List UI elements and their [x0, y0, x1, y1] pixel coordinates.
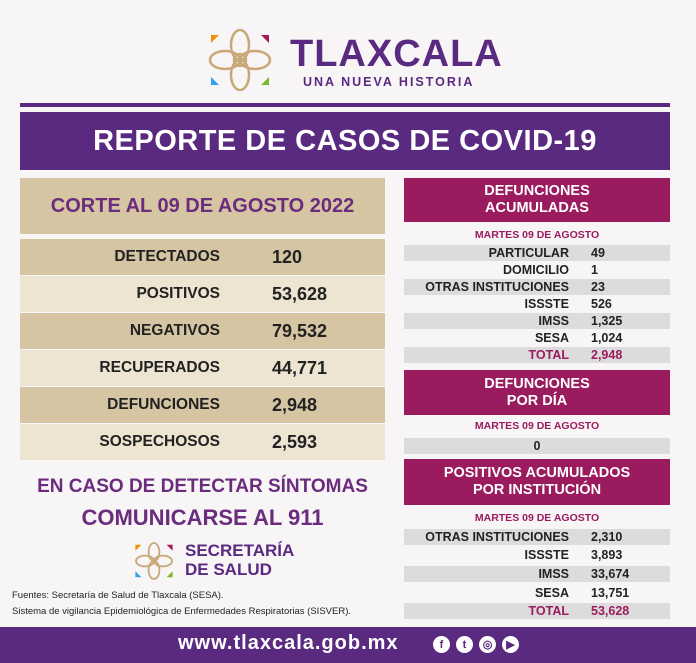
row-value: 13,751	[591, 586, 630, 600]
row-value: 44,771	[272, 357, 328, 378]
brand-name: TLAXCALA	[290, 33, 503, 75]
row-value: 526	[591, 297, 612, 311]
header-line: DEFUNCIONES	[484, 183, 590, 199]
row-label: DOMICILIO	[503, 263, 569, 277]
date-label: MARTES 09 DE AGOSTO	[474, 420, 600, 432]
row-value: 2,593	[272, 431, 318, 452]
table-row: PARTICULAR 49	[404, 245, 670, 261]
date-label: MARTES 09 DE AGOSTO	[474, 512, 600, 524]
summary-row: DEFUNCIONES 2,948	[20, 387, 385, 423]
instagram-icon[interactable]: ◎	[479, 636, 496, 653]
total-row: TOTAL 2,948	[404, 347, 670, 363]
row-value: 0	[533, 439, 541, 453]
table-row: IMSS 1,325	[404, 313, 670, 329]
table-row: SESA 1,024	[404, 330, 670, 346]
row-value: 3,893	[591, 548, 623, 562]
row-value: 49	[591, 246, 605, 260]
row-label: POSITIVOS	[136, 285, 220, 302]
row-label: IMSS	[538, 314, 569, 328]
row-label: OTRAS INSTITUCIONES	[425, 530, 569, 544]
date-label: MARTES 09 DE AGOSTO	[474, 229, 600, 241]
table-row: ISSSTE 526	[404, 296, 670, 312]
table-row: DOMICILIO 1	[404, 262, 670, 278]
footer-bar	[0, 627, 696, 663]
summary-row: DETECTADOS 120	[20, 239, 385, 275]
table-row: OTRAS INSTITUCIONES 2,310	[404, 529, 670, 545]
row-value: 1	[591, 263, 598, 277]
twitter-icon[interactable]: t	[456, 636, 473, 653]
youtube-icon[interactable]: ▶	[502, 636, 519, 653]
secretaria-logo-icon	[135, 542, 173, 580]
table-row: ISSSTE 3,893	[404, 547, 670, 563]
defunciones-acumuladas-header: DEFUNCIONES ACUMULADAS	[404, 178, 670, 222]
row-value: 2,310	[591, 530, 623, 544]
row-value: 33,674	[591, 567, 630, 581]
source-line: Fuentes: Secretaría de Salud de Tlaxcala…	[12, 590, 224, 601]
page-title: REPORTE DE CASOS DE COVID-19	[20, 112, 670, 170]
row-label: IMSS	[538, 567, 569, 581]
brand-tagline: UNA NUEVA HISTORIA	[303, 75, 475, 89]
row-label: TOTAL	[528, 348, 569, 362]
secretaria-salud: SECRETARÍA DE SALUD	[185, 541, 294, 579]
total-row: TOTAL 53,628	[404, 603, 670, 619]
header-line: DEFUNCIONES	[484, 375, 590, 392]
row-value: 2,948	[591, 348, 623, 362]
cta-line-2: COMUNICARSE AL 911	[81, 505, 324, 530]
secretaria-line: DE SALUD	[185, 560, 272, 579]
row-value: 120	[272, 246, 303, 267]
row-value: 23	[591, 280, 605, 294]
header-line: ACUMULADAS	[485, 200, 589, 216]
row-label: RECUPERADOS	[99, 359, 220, 376]
row-value: 1,325	[591, 314, 623, 328]
row-label: TOTAL	[528, 604, 569, 618]
corte-date: CORTE AL 09 DE AGOSTO 2022	[20, 178, 385, 234]
table-row: OTRAS INSTITUCIONES 23	[404, 279, 670, 295]
row-value: 2,948	[272, 394, 318, 415]
row-label: SESA	[534, 586, 569, 600]
divider	[20, 103, 670, 107]
website-link[interactable]: www.tlaxcala.gob.mx	[178, 632, 399, 654]
defunciones-dia-header: DEFUNCIONES POR DÍA	[404, 370, 670, 415]
row-label: PARTICULAR	[488, 246, 569, 260]
row-label: ISSSTE	[524, 297, 569, 311]
row-label: OTRAS INSTITUCIONES	[425, 280, 569, 294]
row-label: SESA	[534, 331, 569, 345]
table-row: SESA 13,751	[404, 585, 670, 601]
row-label: DEFUNCIONES	[107, 396, 220, 413]
row-value: 79,532	[272, 320, 328, 341]
row-value: 53,628	[272, 283, 328, 304]
row-value: 1,024	[591, 331, 623, 345]
tlaxcala-logo-icon	[208, 28, 272, 92]
table-row: 0	[404, 438, 670, 454]
header-line: POSITIVOS ACUMULADOS	[443, 465, 631, 481]
header-line: POR DÍA	[506, 392, 568, 409]
table-row: IMSS 33,674	[404, 566, 670, 582]
row-label: ISSSTE	[524, 548, 569, 562]
secretaria-line: SECRETARÍA	[185, 541, 295, 560]
summary-row: RECUPERADOS 44,771	[20, 350, 385, 386]
header-line: POR INSTITUCIÓN	[472, 482, 602, 498]
cta-line-1: EN CASO DE DETECTAR SÍNTOMAS	[37, 476, 368, 497]
row-label: SOSPECHOSOS	[99, 433, 220, 450]
row-label: NEGATIVOS	[129, 322, 220, 339]
summary-row: NEGATIVOS 79,532	[20, 313, 385, 349]
row-value: 53,628	[591, 604, 630, 618]
source-line: Sistema de vigilancia Epidemiológica de …	[12, 606, 351, 617]
row-label: DETECTADOS	[114, 248, 220, 265]
facebook-icon[interactable]: f	[433, 636, 450, 653]
positivos-institucion-header: POSITIVOS ACUMULADOS POR INSTITUCIÓN	[404, 459, 670, 505]
summary-row: SOSPECHOSOS 2,593	[20, 424, 385, 460]
summary-row: POSITIVOS 53,628	[20, 276, 385, 312]
